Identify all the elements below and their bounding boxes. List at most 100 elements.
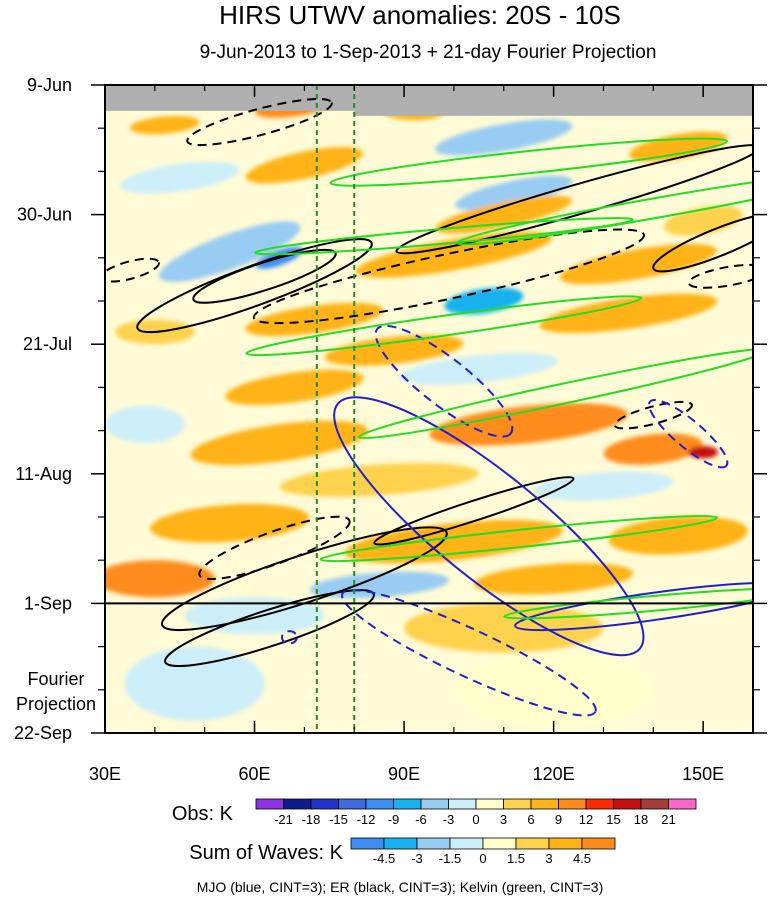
waves-colorbar-level-4: 1.5 <box>507 851 525 866</box>
anomaly-feature-13 <box>559 243 717 285</box>
obs-colorbar-swatch-1 <box>283 798 312 810</box>
waves-colorbar-swatch-1 <box>383 837 418 850</box>
anomaly-feature-3 <box>435 119 573 156</box>
anomaly-feature-10 <box>159 221 301 282</box>
mjo-contour-13 <box>374 324 514 438</box>
er-contour-6 <box>252 228 646 325</box>
anomaly-feature-23 <box>429 403 628 446</box>
er-contour-7 <box>687 263 753 289</box>
anomaly-feature-8 <box>435 195 573 234</box>
waves-colorbar-swatch-5 <box>515 837 550 850</box>
obs-colorbar-level-8: 3 <box>500 812 507 827</box>
anomaly-feature-18 <box>324 335 464 366</box>
anomaly-feature-20 <box>225 369 364 405</box>
obs-colorbar-swatch-14 <box>640 798 669 810</box>
anomaly-feature-6 <box>120 161 240 194</box>
anomaly-feature-12 <box>355 231 553 278</box>
obs-colorbar-level-4: -9 <box>388 812 400 827</box>
anomaly-field <box>105 95 748 727</box>
waves-colorbar-swatch-0 <box>350 837 385 850</box>
obs-colorbar-swatch-10 <box>530 798 559 810</box>
anomaly-feature-21 <box>105 405 185 443</box>
obs-colorbar-swatch-4 <box>365 798 394 810</box>
y-tick-label-3: 11-Aug <box>15 464 72 484</box>
plot-frame <box>104 84 754 734</box>
obs-colorbar-level-11: 12 <box>579 812 593 827</box>
projection-label-line2: Projection <box>16 694 96 714</box>
x-tick-label-4: 150E <box>682 764 724 784</box>
kelvin-contour-19 <box>329 137 728 187</box>
kelvin-contour-25 <box>503 587 753 620</box>
obs-colorbar-level-10: 9 <box>555 812 562 827</box>
y-tick-label-5: 22-Sep <box>14 723 72 743</box>
kelvin-contour-21 <box>254 217 634 256</box>
waves-colorbar-swatch-3 <box>449 837 484 850</box>
obs-colorbar-level-13: 18 <box>634 812 648 827</box>
obs-colorbar-swatch-5 <box>393 798 422 810</box>
anomaly-feature-2 <box>130 115 200 135</box>
obs-colorbar-swatch-0 <box>255 798 284 810</box>
waves-colorbar-level-5: 3 <box>545 851 552 866</box>
obs-colorbar-swatch-3 <box>338 798 367 810</box>
anomaly-feature-24 <box>603 433 703 465</box>
obs-colorbar-level-6: -3 <box>443 812 455 827</box>
er-contour-3 <box>136 238 373 334</box>
anomaly-feature-5 <box>245 147 363 184</box>
obs-colorbar-swatch-6 <box>420 798 449 810</box>
chart-subtitle: 9-Jun-2013 to 1-Sep-2013 + 21-day Fourie… <box>200 42 657 63</box>
obs-colorbar-swatch-8 <box>475 798 504 810</box>
mjo-contour-17 <box>340 589 597 717</box>
anomaly-feature-25 <box>688 446 719 459</box>
er-contour-12 <box>164 589 375 668</box>
x-tick-label-0: 30E <box>89 764 121 784</box>
obs-colorbar-level-14: 21 <box>661 812 675 827</box>
waves-colorbar-level-3: 0 <box>479 851 486 866</box>
obs-colorbar-swatch-11 <box>558 798 587 810</box>
waves-colorbar-swatch-7 <box>581 837 616 850</box>
axes: 30E 60E 90E 120E 150E 9-Jun 30-Jun 21-Jul 11-Aug… <box>14 75 767 784</box>
anomaly-feature-19 <box>399 353 559 385</box>
anomaly-feature-37 <box>453 652 654 727</box>
anomaly-feature-35 <box>404 603 604 653</box>
anomaly-feature-36 <box>124 646 265 721</box>
obs-colorbar: -21 -18 -15 -12 -9 -6 -3 0 3 6 9 12 15 18 21 <box>255 798 697 827</box>
obs-colorbar-swatch-2 <box>310 798 339 810</box>
missing-data-band-left <box>105 85 355 111</box>
anomaly-feature-7 <box>455 175 573 211</box>
er-contour-9 <box>373 476 575 546</box>
waves-colorbar-swatch-2 <box>416 837 451 850</box>
waves-colorbar-level-0: -4.5 <box>373 851 395 866</box>
obs-colorbar-level-12: 15 <box>606 812 620 827</box>
obs-colorbar-level-2: -15 <box>329 812 348 827</box>
obs-colorbar-swatch-9 <box>503 798 532 810</box>
chart-title: HIRS UTWV anomalies: 20S - 10S <box>219 0 621 30</box>
reference-lines <box>315 85 356 733</box>
mjo-contour-18 <box>280 630 298 645</box>
projection-label-line1: Fourier <box>27 669 84 689</box>
er-contour-11 <box>160 526 448 632</box>
er-contour-8 <box>613 400 693 430</box>
waves-colorbar: -4.5 -3 -1.5 0 1.5 3 4.5 <box>350 837 616 866</box>
waves-colorbar-swatch-4 <box>482 837 517 850</box>
anomaly-feature-30 <box>608 516 748 555</box>
anomaly-feature-16 <box>539 293 718 334</box>
obs-colorbar-swatch-7 <box>448 798 477 810</box>
waves-colorbar-level-2: -1.5 <box>439 851 461 866</box>
x-tick-label-2: 90E <box>388 764 420 784</box>
obs-colorbar-swatch-15 <box>668 798 697 810</box>
x-tick-label-3: 120E <box>533 764 575 784</box>
er-contour-0 <box>186 97 333 147</box>
obs-colorbar-level-7: 0 <box>472 812 479 827</box>
mjo-contour-16 <box>514 581 753 632</box>
plot-area <box>105 85 753 733</box>
anomaly-feature-27 <box>533 471 674 501</box>
wave-contours <box>105 97 753 717</box>
anomaly-feature-15 <box>245 302 384 337</box>
waves-colorbar-swatch-6 <box>548 837 583 850</box>
mjo-contour-14 <box>648 398 729 469</box>
kelvin-contour-24 <box>319 515 719 563</box>
mjo-contour-15 <box>333 396 645 657</box>
er-contour-1 <box>395 144 753 255</box>
obs-colorbar-swatch-13 <box>613 798 642 810</box>
